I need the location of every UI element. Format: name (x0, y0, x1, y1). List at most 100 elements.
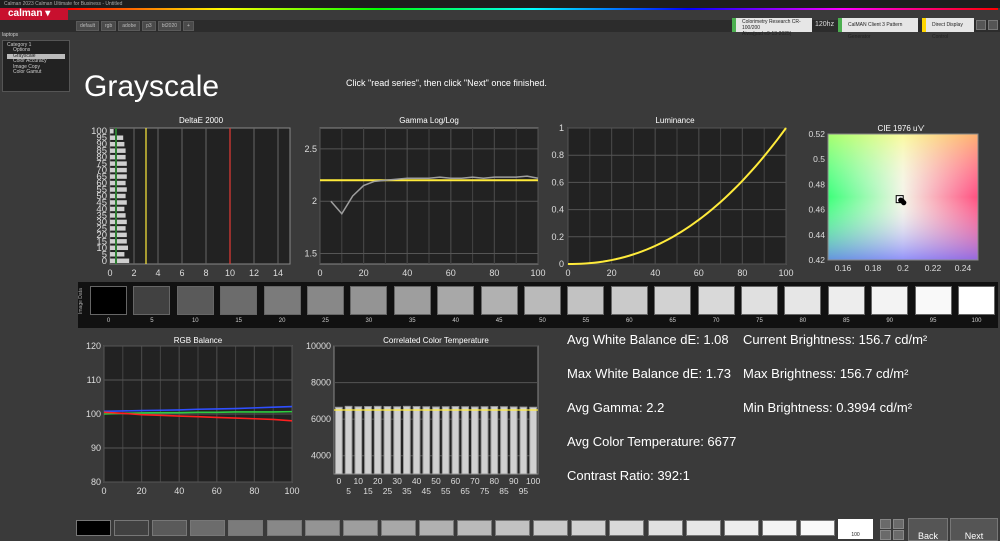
pattern-swatch[interactable] (799, 520, 835, 536)
rgb-x-tick: 0 (101, 486, 106, 496)
calman-logo[interactable]: calman ▾ (0, 8, 68, 20)
avg-white-balance: Avg White Balance dE: 1.08 (567, 332, 729, 347)
tab-p3[interactable]: p3 (142, 21, 156, 31)
deltae-plot-area (109, 127, 291, 265)
cct-x-tick-bottom: 55 (441, 486, 451, 496)
cie-y-tick: 0.44 (808, 230, 825, 240)
rgb-x-tick: 40 (174, 486, 184, 496)
cct-x-tick-bottom: 75 (480, 486, 490, 496)
pattern-swatch[interactable] (228, 520, 264, 536)
cct-y-tick: 8000 (311, 378, 331, 388)
deltae-x-tick: 0 (107, 268, 112, 278)
pattern-swatch[interactable] (190, 520, 226, 536)
tab-bt2020[interactable]: bt2020 (157, 21, 182, 31)
display-select[interactable]: Direct Display Control (922, 18, 974, 40)
deltae-bar (110, 252, 125, 257)
cie-y-tick: 0.46 (808, 205, 825, 215)
camera-icon[interactable] (893, 530, 904, 540)
back-button[interactable]: Back (908, 518, 948, 541)
settings-icon[interactable] (976, 20, 986, 30)
grayscale-swatch (654, 286, 692, 315)
pattern-swatch[interactable] (76, 520, 111, 536)
deltae-y-tick: 75 (96, 159, 107, 170)
close-icon[interactable] (988, 20, 998, 30)
luminance-title: Luminance (655, 116, 695, 125)
tab-adobe[interactable]: adobe (118, 21, 141, 31)
pattern-swatch[interactable] (342, 520, 378, 536)
pattern-swatch[interactable] (114, 520, 150, 536)
sidebar-item[interactable]: Color Accuracy (13, 58, 47, 65)
rgb-x-tick: 60 (212, 486, 222, 496)
rgb-green-line (103, 410, 293, 415)
swatch-label: 15 (235, 318, 243, 324)
play-icon[interactable] (880, 519, 891, 529)
deltae-x-tick: 8 (203, 268, 208, 278)
pattern-swatch[interactable] (761, 520, 797, 536)
deltae-bar (110, 174, 127, 179)
contrast-ratio: Contrast Ratio: 392:1 (567, 468, 690, 483)
cct-bar (364, 406, 372, 475)
pattern-swatch[interactable] (266, 520, 302, 536)
grayscale-swatch (914, 286, 952, 315)
avg-gamma: Avg Gamma: 2.2 (567, 400, 665, 415)
pattern-swatch[interactable] (533, 520, 569, 536)
deltae-bar (110, 167, 127, 173)
pattern-swatch[interactable] (152, 520, 188, 536)
luminance-x-tick: 80 (737, 268, 747, 278)
pattern-swatch[interactable] (495, 520, 531, 536)
sidebar-item[interactable]: Color Gamut (13, 69, 42, 76)
generator-select[interactable]: CalMAN Client 3 Pattern Generator (838, 18, 918, 40)
pattern-swatch[interactable] (457, 520, 492, 536)
pattern-swatch[interactable] (418, 520, 454, 536)
cct-x-tick-bottom: 45 (422, 486, 432, 496)
luminance-x-tick: 0 (565, 268, 570, 278)
sidebar-item[interactable]: Category 1 (7, 42, 32, 48)
luminance-y-tick: 0.2 (551, 232, 564, 242)
swatch-label: 65 (669, 318, 677, 324)
swatch-strip: Image Data 0 5 10 15 20 25 30 35 40 45 50 55 60 65 70 7… (78, 282, 998, 328)
deltae-bar (110, 206, 125, 212)
deltae-x-tick: 12 (249, 268, 259, 278)
cie-x-tick: 0.22 (925, 263, 942, 273)
gamma-x-tick: 60 (446, 268, 456, 278)
deltae-bar (110, 141, 125, 147)
deltae-bar (110, 161, 127, 166)
pattern-swatch[interactable] (609, 520, 645, 536)
add-tab-button[interactable]: + (183, 21, 194, 31)
deltae-bar (110, 219, 127, 225)
sidebar-item[interactable]: Image Copy (13, 63, 40, 70)
tab-rgb[interactable]: rgb (101, 21, 117, 31)
cct-bar (335, 406, 343, 475)
deltae-y-tick: 100 (91, 126, 107, 137)
pattern-swatch[interactable] (647, 520, 683, 536)
next-button[interactable]: Next (950, 518, 998, 541)
sidebar-item[interactable]: Grayscale (7, 53, 65, 60)
luminance-curve (567, 127, 787, 265)
swatch-label: 90 (886, 318, 894, 324)
cct-bar (403, 405, 411, 475)
gamma-x-tick: 20 (359, 268, 369, 278)
cct-bar (373, 405, 382, 475)
pattern-swatch[interactable] (380, 520, 416, 536)
sidebar-item[interactable]: Options (13, 47, 31, 54)
meter-line1: Colorimetry Research CR-100/200 (742, 19, 801, 31)
swatch-label: 5 (150, 318, 154, 324)
swatch-label: 10 (191, 318, 199, 324)
pattern-swatch[interactable] (723, 520, 759, 536)
luminance-y-tick: 0.6 (551, 177, 564, 187)
pattern-swatch[interactable] (685, 520, 721, 536)
pattern-swatch[interactable] (304, 520, 340, 536)
cct-y-tick: 6000 (311, 414, 331, 424)
stop-icon[interactable] (893, 519, 904, 529)
rgb-y-tick: 100 (86, 409, 101, 419)
deltae-bar (110, 187, 127, 192)
deltae-y-tick: 80 (96, 152, 107, 163)
meter-select[interactable]: Colorimetry Research CR-100/200 Aiwa(pad… (732, 18, 812, 37)
repeat-icon[interactable] (880, 530, 891, 540)
swatch-label: 20 (278, 318, 286, 324)
pattern-swatch[interactable]: 100 (838, 519, 873, 539)
cct-x-tick-top: 70 (470, 476, 480, 486)
tab-default[interactable]: default (76, 21, 100, 31)
pattern-swatch[interactable] (571, 520, 607, 536)
deltae-x-tick: 10 (225, 268, 235, 278)
